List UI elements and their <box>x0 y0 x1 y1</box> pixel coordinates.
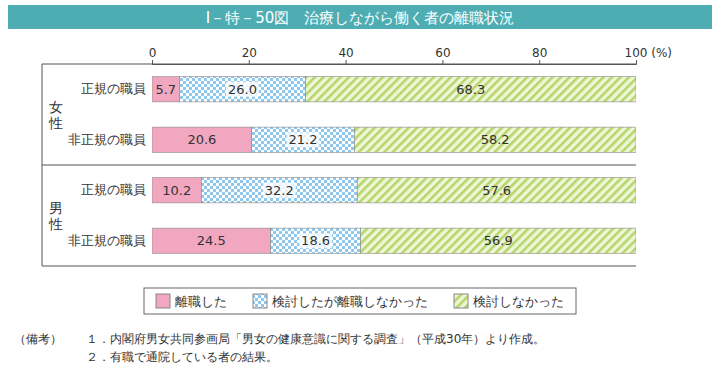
x-tick: 60 <box>435 46 450 64</box>
data-label: 57.6 <box>482 183 511 198</box>
frame-line <box>42 266 636 267</box>
y-tick: 非正規の職員 <box>68 132 146 147</box>
bar-segment <box>252 127 355 152</box>
x-tick: 0 <box>149 46 157 64</box>
title: Ⅰ－特－50図 治療しながら働く者の離職状況 <box>206 9 515 27</box>
x-tick: 100 (%) <box>625 46 672 64</box>
bar-segment <box>271 228 361 253</box>
bars <box>152 77 636 254</box>
y-axis: 正規の職員非正規の職員正規の職員非正規の職員 <box>68 81 146 248</box>
frame-line <box>42 64 636 65</box>
legend: 離職した 検討したが離職しなかった 検討しなかった <box>144 288 576 314</box>
chart: Ⅰ－特－50図 治療しながら働く者の離職状況 0 20 40 60 80 100 (%) 女性… <box>0 0 720 376</box>
notes-label: （備考） <box>14 332 62 346</box>
data-label: 58.2 <box>481 132 510 147</box>
data-label: 20.6 <box>187 132 216 147</box>
data-label-bg <box>226 82 259 97</box>
bar-segment <box>152 77 180 102</box>
data-label-bg <box>287 132 320 147</box>
x-tick-mark <box>152 60 153 64</box>
x-axis: 0 20 40 60 80 100 (%) <box>149 46 672 65</box>
y-tick: 正規の職員 <box>81 81 146 96</box>
x-tick-label: 100 (%) <box>625 46 672 60</box>
data-label: 24.5 <box>197 233 226 248</box>
x-tick: 80 <box>532 46 547 64</box>
legend-swatch <box>454 294 468 308</box>
y-tick: 非正規の職員 <box>68 233 146 248</box>
x-tick-label: 60 <box>435 46 450 60</box>
x-tick-mark <box>636 60 637 64</box>
y-tick-label: 非正規の職員 <box>68 132 146 147</box>
bar-segment <box>201 178 357 203</box>
legend-swatch <box>253 294 267 308</box>
group-label: 男性 <box>48 200 63 232</box>
bar-segment <box>354 127 636 152</box>
x-tick: 20 <box>242 46 257 64</box>
legend-label: 検討したが離職しなかった <box>272 294 428 309</box>
x-tick-mark <box>346 60 347 64</box>
x-tick-label: 40 <box>338 46 353 60</box>
data-label: 56.9 <box>484 233 513 248</box>
legend-label: 検討しなかった <box>473 294 564 309</box>
data-label-bg <box>299 233 332 248</box>
note: ２．有職で通院している者の結果。 <box>86 350 278 364</box>
bar-segment <box>152 228 271 253</box>
legend-item: 検討したが離職しなかった <box>253 294 428 309</box>
y-tick: 正規の職員 <box>81 182 146 197</box>
data-label: 21.2 <box>289 132 318 147</box>
bar-segment <box>357 178 636 203</box>
data-label: 68.3 <box>456 82 485 97</box>
data-labels: 5.7 20.6 10.2 24.5 26.0 21.2 32.2 18.6 68.3 58.2 5… <box>155 82 512 249</box>
x-tick: 40 <box>338 46 353 64</box>
bar-segment <box>361 228 636 253</box>
legend-item: 検討しなかった <box>454 294 564 309</box>
y-tick-label: 正規の職員 <box>81 81 146 96</box>
bar-segment <box>180 77 306 102</box>
legend-label: 離職した <box>175 294 227 309</box>
data-label: 5.7 <box>155 82 176 97</box>
bar-segment <box>305 77 636 102</box>
legend-box <box>144 288 576 314</box>
y-tick-label: 非正規の職員 <box>68 233 146 248</box>
x-tick-mark <box>539 60 540 64</box>
title-banner <box>8 5 712 29</box>
data-label: 32.2 <box>265 183 294 198</box>
group-separator <box>42 165 636 166</box>
data-label: 10.2 <box>162 183 191 198</box>
group-label: 女性 <box>48 99 63 131</box>
x-tick-mark <box>442 60 443 64</box>
legend-swatch <box>156 294 170 308</box>
x-tick-mark <box>249 60 250 64</box>
legend-item: 離職した <box>156 294 227 309</box>
note: １．内閣府男女共同参画局「男女の健康意識に関する調査」（平成30年）より作成。 <box>86 332 545 346</box>
data-label-bg <box>263 183 296 198</box>
data-label: 18.6 <box>301 233 330 248</box>
x-tick-label: 0 <box>149 46 157 60</box>
y-tick-label: 正規の職員 <box>81 182 146 197</box>
data-label: 26.0 <box>228 82 257 97</box>
bar-segment <box>152 127 252 152</box>
x-tick-label: 20 <box>242 46 257 60</box>
x-tick-label: 80 <box>532 46 547 60</box>
bar-segment <box>152 178 201 203</box>
